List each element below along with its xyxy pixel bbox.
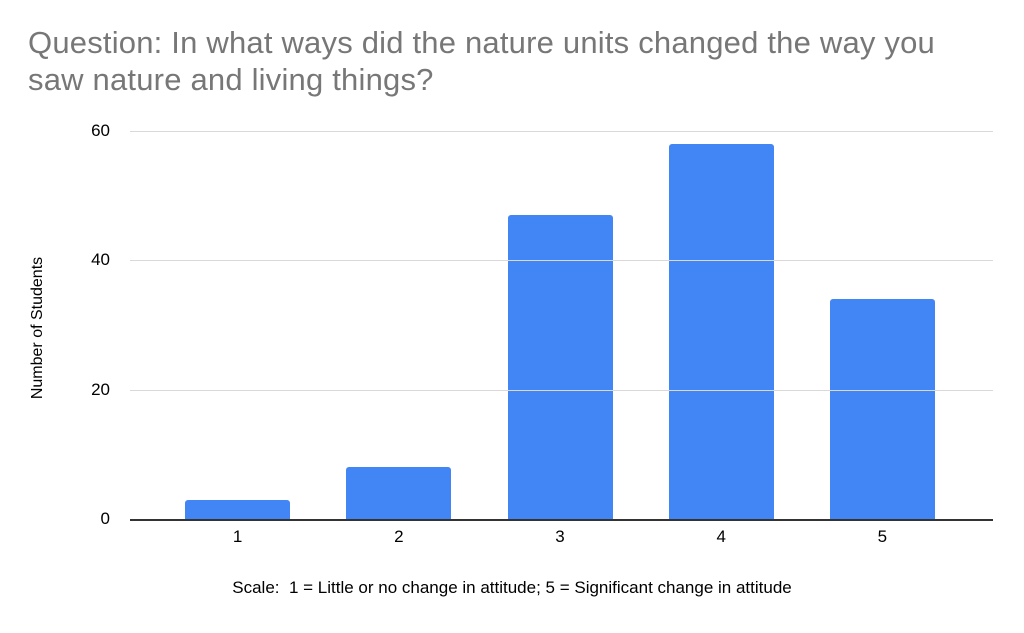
- chart-title: Question: In what ways did the nature un…: [28, 25, 935, 97]
- gridline-60: [130, 131, 993, 132]
- x-axis-caption: Scale: 1 = Little or no change in attitu…: [232, 578, 792, 597]
- y-axis-ticks: 0 20 40 60: [58, 122, 120, 528]
- bar-5[interactable]: [829, 299, 935, 519]
- y-tick-label-60: 60: [91, 121, 110, 140]
- bar-slot-3: [479, 131, 640, 519]
- bar-4[interactable]: [668, 143, 774, 519]
- y-tick-label-20: 20: [91, 379, 110, 399]
- bar-3[interactable]: [507, 215, 613, 519]
- bar-slot-5: [802, 131, 963, 519]
- x-tick-label-1: 1: [232, 527, 243, 546]
- y-tick-label-40: 40: [91, 250, 110, 270]
- x-tick-label-4: 4: [716, 527, 726, 546]
- x-tick-label-5: 5: [877, 527, 888, 546]
- plot-area: [130, 131, 993, 521]
- bar-slot-1: [157, 131, 318, 519]
- x-tick-label-2: 2: [394, 527, 404, 546]
- gridline-40: [130, 260, 993, 262]
- gridline-20: [130, 389, 993, 391]
- y-tick-label-0: 0: [100, 509, 110, 528]
- bar-1[interactable]: [185, 499, 291, 519]
- bars-container: [130, 131, 993, 519]
- x-axis-ticks: 1 2 3 4 5: [130, 527, 993, 547]
- y-axis-title: Number of Students: [29, 256, 46, 400]
- bar-2[interactable]: [346, 467, 452, 519]
- x-tick-label-3: 3: [555, 527, 565, 546]
- bar-slot-4: [641, 131, 802, 519]
- bar-slot-2: [318, 131, 479, 519]
